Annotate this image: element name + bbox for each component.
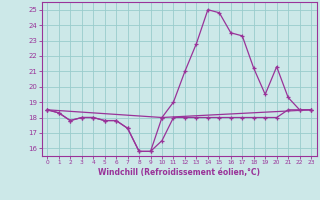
X-axis label: Windchill (Refroidissement éolien,°C): Windchill (Refroidissement éolien,°C) — [98, 168, 260, 177]
